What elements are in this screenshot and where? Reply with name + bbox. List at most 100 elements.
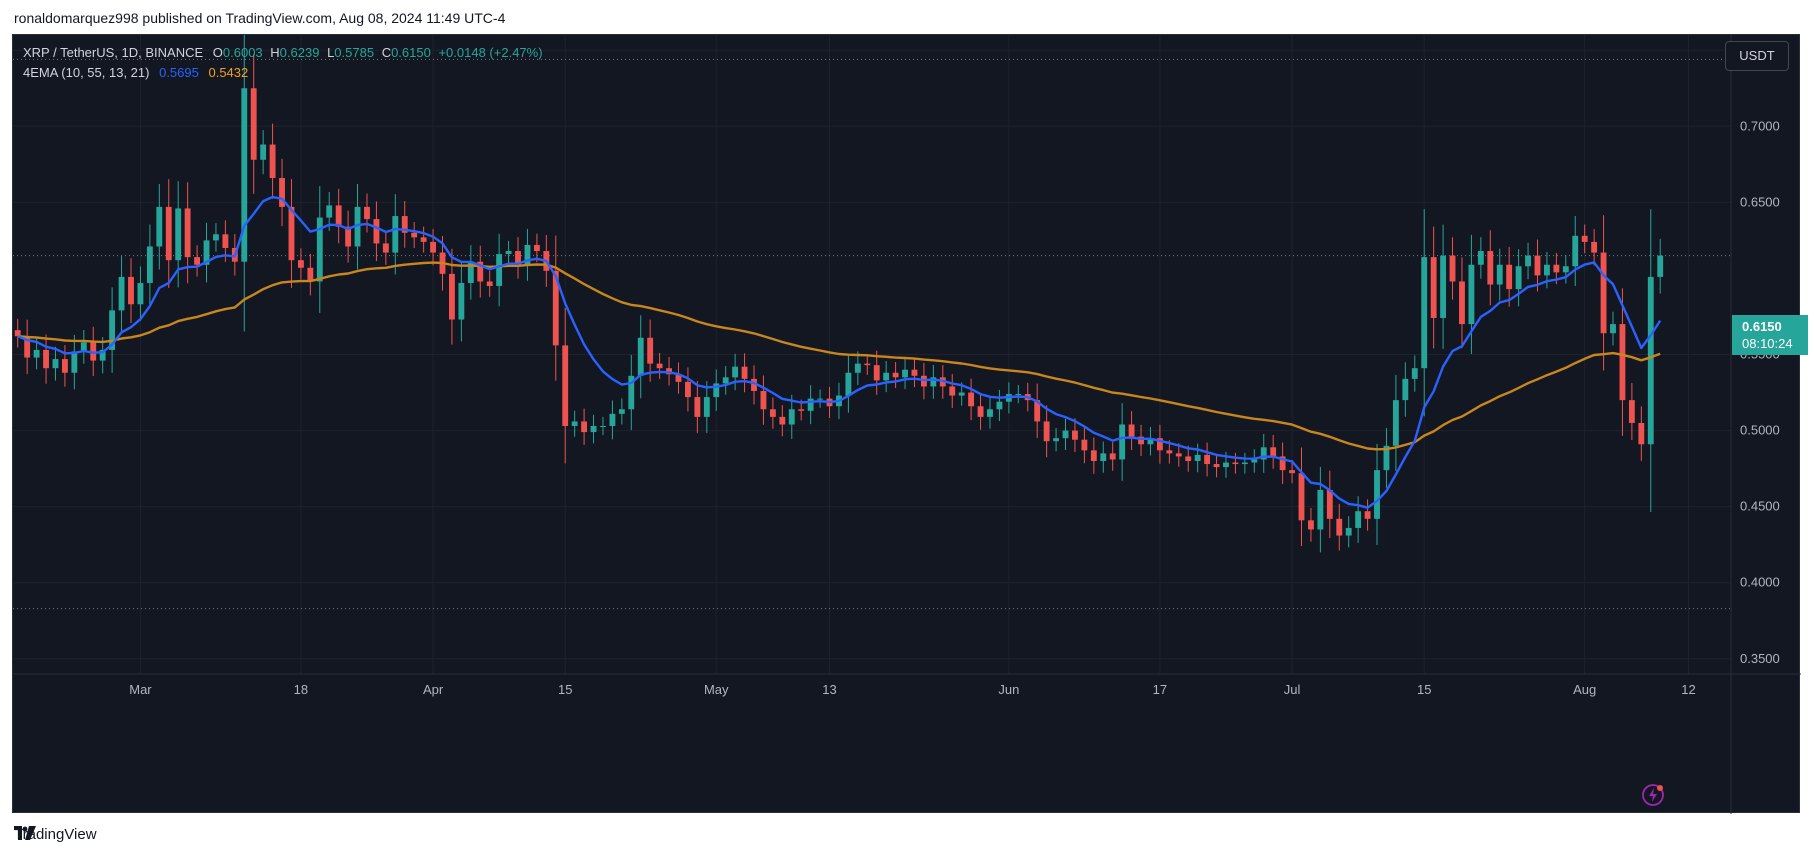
candlestick-chart[interactable]: 0.75000.70000.65000.55000.50000.45000.40… xyxy=(13,35,1801,814)
candle-body xyxy=(1355,511,1362,528)
ema-slow-value: 0.5432 xyxy=(208,65,249,80)
candle-body xyxy=(1166,450,1173,454)
candle-body xyxy=(1459,281,1465,325)
change-value: +0.0148 (+2.47%) xyxy=(438,45,543,60)
open-value: 0.6003 xyxy=(222,45,263,60)
footer-brand[interactable]: TradingView xyxy=(14,826,97,843)
candle-body xyxy=(854,363,861,373)
candle-body xyxy=(1402,378,1409,401)
axes: 0.75000.70000.65000.55000.50000.45000.40… xyxy=(13,35,1801,814)
last-price-tag: 0.6150 08:10:24 xyxy=(1732,315,1808,355)
candle-body xyxy=(1185,456,1192,461)
candle-body xyxy=(732,366,739,378)
x-tick-label: 17 xyxy=(1153,682,1167,697)
candle-body xyxy=(156,206,163,247)
indicator-label[interactable]: 4EMA (10, 55, 13, 21) xyxy=(23,65,150,80)
x-tick-label: May xyxy=(704,682,729,697)
candle-body xyxy=(524,244,531,265)
candle-body xyxy=(288,206,295,261)
candle-body xyxy=(316,217,323,282)
candle-body xyxy=(1638,422,1645,445)
candle-body xyxy=(637,337,644,376)
candle-body xyxy=(694,397,701,417)
candle-body xyxy=(401,216,408,233)
x-tick-label: Jul xyxy=(1284,682,1301,697)
x-tick-label: 13 xyxy=(822,682,836,697)
candle-body xyxy=(43,349,49,369)
candle-body xyxy=(703,397,710,417)
candle-body xyxy=(203,240,210,265)
candle-body xyxy=(1213,464,1220,468)
candle-body xyxy=(1128,424,1135,437)
candle-body xyxy=(392,216,399,253)
high-label: H xyxy=(270,45,280,60)
candle-body xyxy=(817,398,824,400)
candle-body xyxy=(222,234,229,248)
candle-body xyxy=(1383,445,1390,471)
candle-body xyxy=(741,366,748,379)
candle-body xyxy=(685,381,691,398)
candle-body xyxy=(609,413,616,427)
candle-body xyxy=(194,257,200,265)
candle-body xyxy=(33,349,40,358)
candle-body xyxy=(1289,470,1295,474)
candle-body xyxy=(1072,430,1078,440)
currency-button[interactable]: USDT xyxy=(1725,41,1789,71)
candle-body xyxy=(958,392,965,396)
x-tick-label: 15 xyxy=(558,682,572,697)
candle-body xyxy=(1308,520,1314,530)
candle-body xyxy=(420,237,427,242)
candle-body xyxy=(1147,438,1154,445)
candle-body xyxy=(883,372,890,381)
candle-body xyxy=(1053,438,1059,442)
candle-body xyxy=(128,276,134,305)
candle-body xyxy=(165,206,172,261)
candle-body xyxy=(977,406,984,417)
candle-body xyxy=(1175,453,1182,457)
x-tick-label: 12 xyxy=(1681,682,1695,697)
candle-body xyxy=(996,401,1003,410)
chart-panel[interactable]: 0.75000.70000.65000.55000.50000.45000.40… xyxy=(12,34,1808,814)
candle-body xyxy=(80,342,87,352)
candle-body xyxy=(467,261,474,283)
candle-body xyxy=(1109,453,1116,460)
candle-body xyxy=(968,392,975,407)
candle-body xyxy=(52,359,59,369)
y-tick-label: 0.4000 xyxy=(1740,575,1780,590)
candle-body xyxy=(562,345,569,427)
candle-body xyxy=(515,251,521,265)
candle-body xyxy=(600,426,606,428)
candle-body xyxy=(769,409,776,417)
close-value: 0.6150 xyxy=(391,45,431,60)
candle-body xyxy=(335,205,342,227)
candle-body xyxy=(382,243,389,253)
ema-lines xyxy=(17,195,1662,509)
candle-body xyxy=(911,369,918,376)
candle-body xyxy=(1449,255,1456,282)
ema-slow-line xyxy=(17,261,1661,451)
candle-body xyxy=(892,372,899,378)
candle-body xyxy=(213,234,219,241)
candle-body xyxy=(90,342,97,361)
candle-body xyxy=(647,337,654,364)
candle-body xyxy=(137,282,144,305)
candle-body xyxy=(1034,400,1041,422)
candle-body xyxy=(1043,421,1050,442)
candle-body xyxy=(250,88,257,160)
candle-body xyxy=(477,261,484,282)
candle-body xyxy=(1345,527,1352,536)
candle-body xyxy=(364,206,370,220)
candle-body xyxy=(496,254,503,287)
candle-body xyxy=(1515,266,1522,290)
candle-body xyxy=(99,349,106,361)
candle-body xyxy=(1279,456,1286,471)
candle-body xyxy=(279,178,285,207)
candle-body xyxy=(1392,400,1399,446)
candle-body xyxy=(1119,424,1126,460)
candle-body xyxy=(486,281,493,287)
symbol-label[interactable]: XRP / TetherUS, 1D, BINANCE xyxy=(23,45,204,60)
candle-body xyxy=(788,409,795,425)
candle-body xyxy=(1553,264,1560,273)
lightning-alert-icon[interactable] xyxy=(1640,782,1666,808)
chart-legend: XRP / TetherUS, 1D, BINANCE O0.6003 H0.6… xyxy=(23,43,543,83)
